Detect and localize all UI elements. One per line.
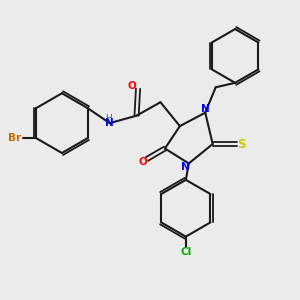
Text: N: N	[182, 162, 190, 172]
Text: N: N	[202, 104, 210, 114]
Text: Br: Br	[8, 133, 21, 143]
Text: Cl: Cl	[180, 247, 191, 256]
Text: N: N	[105, 118, 114, 128]
Text: H: H	[105, 114, 112, 123]
Text: O: O	[127, 81, 136, 91]
Text: S: S	[237, 137, 245, 151]
Text: O: O	[138, 157, 147, 167]
